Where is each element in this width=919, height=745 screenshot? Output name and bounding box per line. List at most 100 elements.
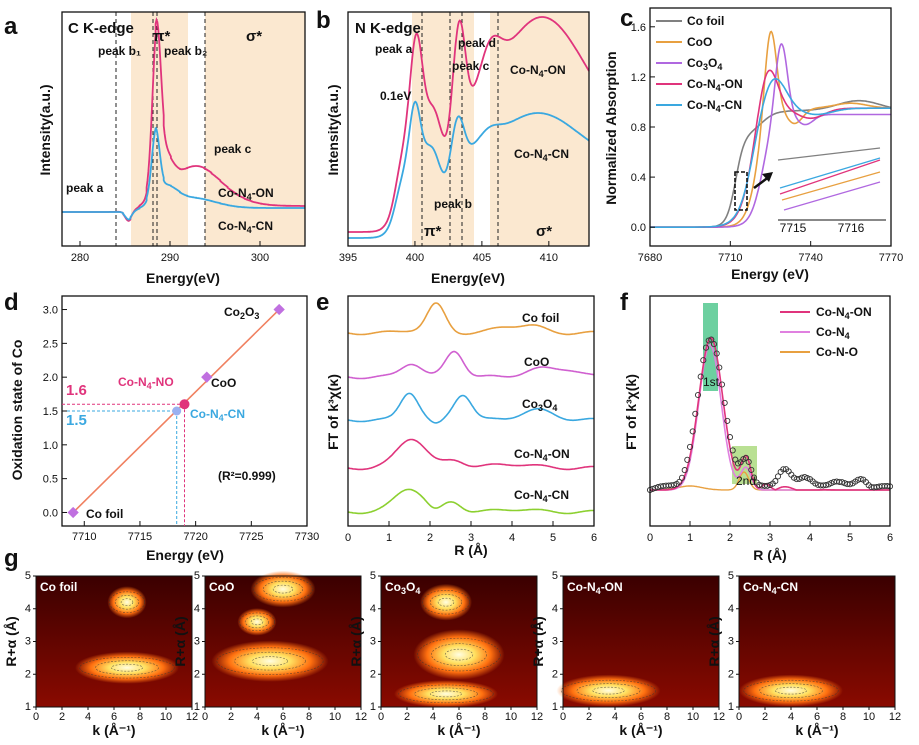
wavelet-titles: Co foil CoO Co3O4 Co-N4-ON Co-N4-CN [40,580,798,596]
fit-marker [700,357,707,364]
contour-line [250,618,264,626]
y-tick-label: 5 [552,570,558,582]
contour-line [272,584,294,594]
fit-marker [705,337,712,344]
point-coo [201,371,213,383]
fit-marker [726,434,734,441]
series-line-co-n4-on [650,337,890,491]
y-ticks: 0.0 0.4 0.8 1.2 1.6 [631,22,655,234]
inset-tick: 7716 [838,221,865,235]
x-axis-label: k (Å⁻¹) [619,722,662,738]
x-tick-label: 10 [687,711,699,723]
contour-line [429,593,463,611]
x-tick-label: 10 [505,711,517,723]
zoom-arrow-head [762,172,773,182]
series-line-co3o4 [347,392,594,424]
map-title-co-n4-on: Co-N4-ON [567,580,623,596]
y-tick-label: 1 [370,701,376,713]
x-tick-label: 280 [71,252,89,264]
series-line-co-n4-cn [347,488,594,515]
chart-title: N K-edge [355,20,421,37]
fit-marker [689,428,696,435]
fit-marker [780,466,787,473]
x-tick-label: 12 [355,711,367,723]
y-tick-label: 1 [552,701,558,713]
y-axis-label: Normalized Absorption [603,51,619,205]
x-tick-label: 12 [531,711,543,723]
series-line-co-n4-cn [650,77,891,228]
fit-marker [694,391,702,399]
x-tick-label: 3 [767,532,773,544]
y-tick-label: 1.0 [43,440,58,452]
series-line-co-n4-on [650,69,891,228]
y-tick-label: 2 [552,668,558,680]
contour-line [417,637,501,672]
hot-spot [556,674,661,707]
legend-co-n-o: Co-N-O [816,345,858,359]
y-tick-label: 0.0 [43,507,58,519]
series-label-co-foil: Co foil [522,311,559,325]
inset-coo [781,171,881,201]
x-ticks: 7680 7710 7740 7770 [638,241,903,264]
fit-marker [724,417,731,424]
contour-line [95,660,159,675]
x-tick-label: 7740 [798,252,822,264]
legend: Co-N4-ON Co-N4 Co-N-O [780,305,872,359]
fit-marker [716,364,723,371]
x-tick-label: 7730 [295,531,319,543]
y-tick-label: 4 [370,603,376,615]
y-tick-label: 5 [25,570,31,582]
annotation-peak-c: peak c [452,59,490,73]
y-tick-label: 4 [728,603,734,615]
fit-marker [686,443,694,450]
x-tick-label: 8 [840,711,846,723]
x-ticks: 280 290 300 [71,241,269,264]
y-axis-label: FT of k³χ(k) [623,374,639,450]
first-shell-highlight [703,303,718,391]
x-tick-label: 2 [727,532,733,544]
panel-label-b: b [316,7,331,34]
x-axis-label: Energy (eV) [731,266,809,282]
x-tick-label: 0 [202,711,208,723]
contour-line [592,686,625,695]
hot-spot [394,680,498,708]
point-label-co-n4-cn: Co-N4-CN [190,407,245,423]
y-axis-label: R+α (Å) [706,616,722,666]
x-tick-label: 2 [59,711,65,723]
inset-co-foil [777,147,881,161]
fit-marker [652,484,659,492]
point-label-co-n4-no: Co-N4-NO [118,375,174,391]
contour-line [444,648,474,661]
fit-marker [684,456,691,463]
y-ticks: 0.0 0.5 1.0 1.5 2.0 2.5 3.0 [43,305,67,519]
x-ticks: 7710 7715 7720 7725 7730 [72,521,319,543]
x-tick-label: 6 [111,711,117,723]
inset: 7715 7716 [777,147,886,235]
y-tick-label: 4 [194,603,200,615]
legend-co-foil: Co foil [687,14,724,28]
x-tick-label: 4 [788,711,794,723]
x-tick-label: 290 [161,252,179,264]
contour-line [251,656,289,666]
y-tick-label: 1 [25,701,31,713]
y-axis-label: R+α (Å) [3,616,19,666]
legend-co3o4: Co3O4 [687,56,722,72]
series-label-on: Co-N4-ON [218,186,274,202]
y-tick-label: 2 [370,668,376,680]
annotation-0-1ev: 0.1eV [380,89,411,103]
x-tick-label: 4 [807,532,813,544]
x-tick-label: 7710 [72,531,96,543]
x-tick-label: 8 [137,711,143,723]
inset-co-n4-cn [779,157,881,189]
contour-line [216,647,324,675]
contour-line [437,597,455,607]
zoom-box [734,171,748,211]
y-tick-label: 0.8 [631,122,646,134]
map-title-co-foil: Co foil [40,580,77,594]
contour-line [263,580,303,598]
x-axis-label: Energy(eV) [146,270,220,286]
fit-r-squared: (R²=0.999) [218,469,276,483]
